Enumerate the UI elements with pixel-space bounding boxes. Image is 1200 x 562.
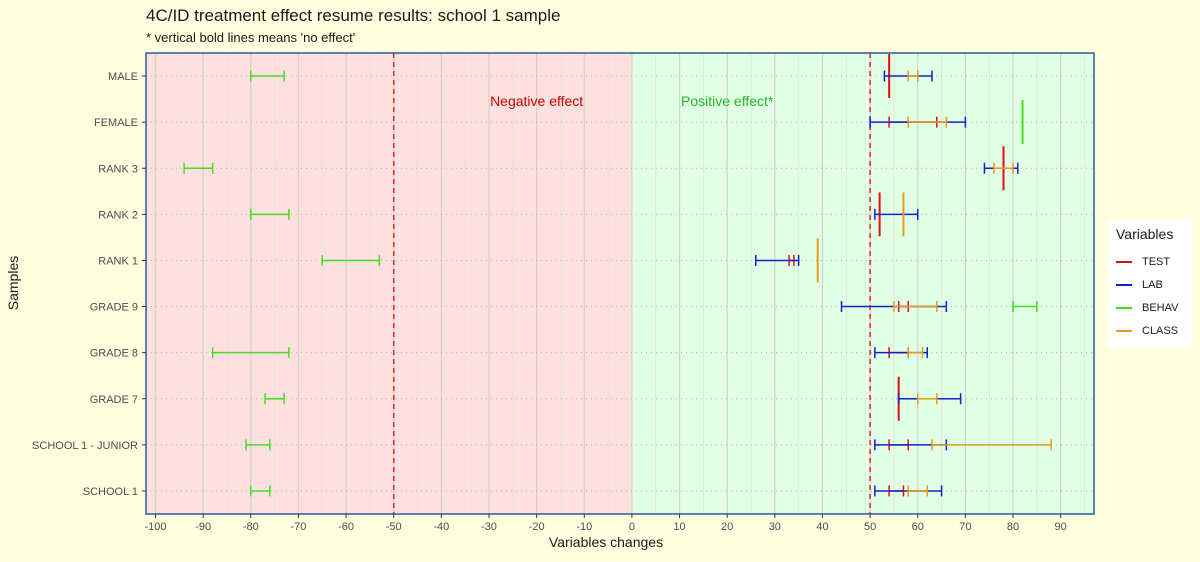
legend-items: TEST LAB BEHAV CLASS (1116, 250, 1184, 342)
y-tick-label: SCHOOL 1 - JUNIOR (32, 440, 138, 452)
y-tick-label: GRADE 9 (90, 302, 138, 314)
legend-swatch (1116, 260, 1132, 263)
x-tick-label: -60 (338, 521, 354, 533)
y-tick-label: FEMALE (94, 117, 138, 129)
x-tick-label: 10 (673, 521, 685, 533)
plot-border (145, 52, 1095, 515)
x-tick-label: -70 (290, 521, 306, 533)
region-bg-0 (146, 53, 632, 514)
legend-item-lab: LAB (1116, 273, 1184, 296)
y-tick-label: SCHOOL 1 (83, 486, 138, 498)
legend-item-behav: BEHAV (1116, 296, 1184, 319)
chart-subtitle: * vertical bold lines means 'no effect' (146, 30, 355, 45)
legend-label: CLASS (1142, 324, 1179, 337)
x-tick-label: 40 (816, 521, 828, 533)
legend-swatch (1116, 329, 1132, 332)
legend-item-test: TEST (1116, 250, 1184, 273)
x-tick-label: 90 (1055, 521, 1067, 533)
legend-swatch (1116, 306, 1132, 309)
legend-label: TEST (1142, 255, 1171, 268)
x-tick-label: 60 (912, 521, 924, 533)
x-tick-label: 30 (769, 521, 781, 533)
x-axis-label: Variables changes (549, 534, 663, 550)
chart-title: 4C/ID treatment effect resume results: s… (146, 6, 560, 25)
x-tick-label: 0 (629, 521, 635, 533)
x-tick-label: 20 (721, 521, 733, 533)
legend-swatch (1116, 283, 1132, 286)
region-label-0: Negative effect (490, 93, 583, 109)
legend-item-class: CLASS (1116, 319, 1184, 342)
y-tick-label: RANK 1 (98, 255, 138, 267)
x-tick-label: -30 (481, 521, 497, 533)
x-tick-label: -80 (243, 521, 259, 533)
legend-label: BEHAV (1142, 301, 1179, 314)
plot-area: Negative effect Positive effect*-100 -90 -8… (32, 52, 1095, 533)
legend-label: LAB (1142, 278, 1163, 291)
x-tick-label: -90 (195, 521, 211, 533)
x-tick-label: -20 (529, 521, 545, 533)
x-tick-label: 70 (959, 521, 971, 533)
y-axis-label: Samples (5, 256, 21, 310)
x-tick-label: -50 (386, 521, 402, 533)
x-tick-label: -100 (145, 521, 167, 533)
legend-title: Variables (1116, 226, 1174, 242)
y-tick-label: RANK 2 (98, 209, 138, 221)
x-tick-label: -40 (433, 521, 449, 533)
y-tick-label: GRADE 8 (90, 348, 138, 360)
legend: Variables TEST LAB BEHAV CLASS (1108, 220, 1192, 348)
region-label-1: Positive effect* (681, 93, 774, 109)
x-tick-label: -10 (576, 521, 592, 533)
y-tick-label: MALE (108, 71, 138, 83)
x-tick-label: 80 (1007, 521, 1019, 533)
x-tick-label: 50 (864, 521, 876, 533)
y-tick-label: RANK 3 (98, 163, 138, 175)
y-tick-label: GRADE 7 (90, 394, 138, 406)
region-bg-1 (631, 53, 1094, 514)
